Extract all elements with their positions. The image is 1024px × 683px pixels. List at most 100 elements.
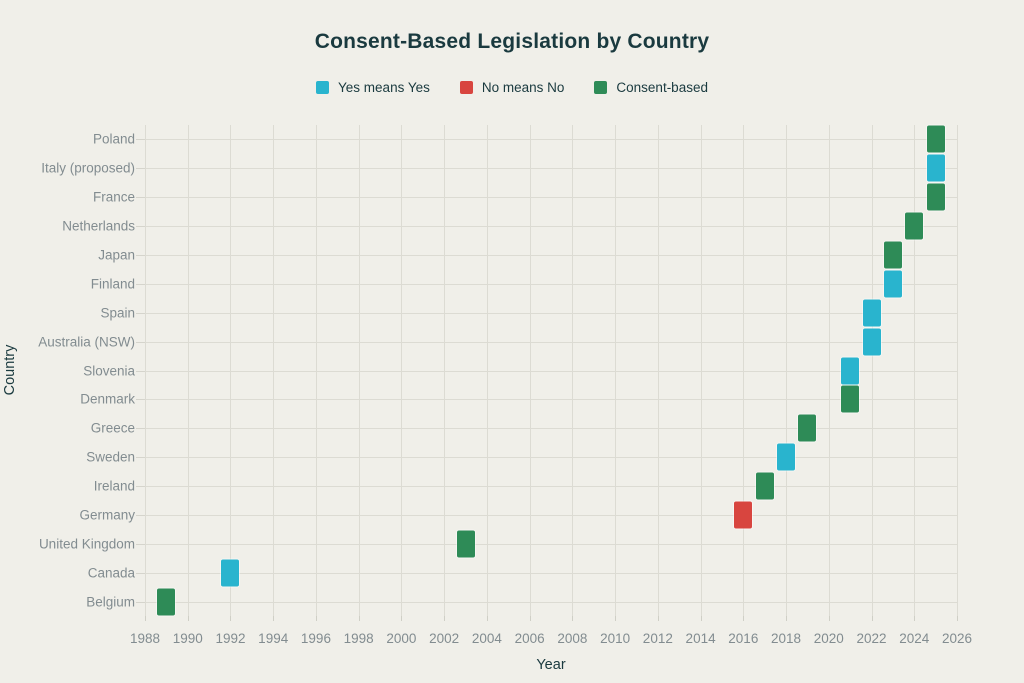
y-axis-tick (136, 399, 145, 401)
y-axis-tick (136, 486, 145, 488)
y-tick-label-ireland: Ireland (93, 478, 135, 494)
y-tick-label-canada: Canada (87, 565, 135, 581)
x-tick-label: 1994 (258, 631, 289, 646)
x-axis-tick (572, 616, 574, 621)
x-tick-label: 2000 (386, 631, 417, 646)
x-axis-tick (444, 616, 446, 621)
data-point-germany (734, 501, 753, 529)
data-point-slovenia (841, 357, 860, 384)
gridline-vertical (957, 125, 958, 616)
x-axis-tick (401, 616, 403, 621)
x-tick-label: 2016 (728, 631, 759, 646)
y-tick-label-japan: Japan (98, 247, 135, 263)
x-axis-tick (145, 616, 146, 621)
data-point-belgium (157, 588, 176, 616)
y-axis-tick (136, 370, 145, 372)
gridline-horizontal (145, 486, 957, 488)
gridline-horizontal (145, 254, 957, 256)
x-axis-tick (187, 616, 189, 621)
legend-label: Consent-based (616, 80, 708, 95)
y-axis-tick (136, 572, 145, 574)
gridline-horizontal (145, 399, 957, 401)
x-axis-tick (615, 616, 617, 621)
x-tick-label: 2006 (514, 631, 545, 646)
data-point-denmark (841, 385, 860, 413)
y-tick-label-australia-nsw-: Australia (NSW) (38, 334, 135, 350)
x-axis-tick (914, 616, 916, 621)
x-axis-tick (828, 616, 830, 621)
y-axis-tick (136, 428, 145, 430)
gridline-horizontal (145, 168, 957, 170)
data-point-france (926, 183, 945, 211)
gridline-horizontal (145, 139, 957, 141)
x-tick-label: 2010 (600, 631, 631, 646)
y-tick-label-germany: Germany (79, 507, 135, 523)
y-tick-label-netherlands: Netherlands (62, 218, 135, 234)
gridline-horizontal (145, 514, 957, 516)
y-axis-tick (136, 283, 145, 285)
data-point-sweden (777, 443, 796, 471)
gridline-horizontal (145, 341, 957, 343)
x-tick-label: 2026 (941, 631, 973, 646)
y-axis-tick (136, 514, 145, 516)
y-axis-tick (136, 139, 145, 141)
gridline-horizontal (145, 226, 957, 228)
x-tick-label: 1988 (129, 631, 161, 646)
y-tick-label-finland: Finland (90, 276, 135, 292)
x-tick-label: 2014 (685, 631, 716, 646)
y-tick-label-italy-proposed-: Italy (proposed) (41, 160, 135, 176)
data-point-netherlands (905, 212, 924, 240)
gridline-horizontal (145, 601, 957, 603)
data-point-japan (883, 241, 902, 269)
y-axis-tick (136, 197, 145, 199)
gridline-horizontal (145, 428, 957, 430)
y-tick-label-poland: Poland (92, 131, 135, 147)
legend-swatch-icon (459, 81, 473, 94)
x-axis-tick (358, 616, 360, 621)
x-axis-tick (700, 616, 702, 621)
y-tick-label-united-kingdom: United Kingdom (38, 536, 135, 552)
data-point-australia-nsw- (862, 328, 881, 356)
x-axis-tick (871, 616, 873, 621)
x-tick-label: 1990 (172, 631, 203, 646)
x-tick-label: 2018 (771, 631, 802, 646)
x-tick-label: 1996 (300, 631, 331, 646)
x-axis-tick (230, 616, 232, 621)
gridline-horizontal (145, 457, 957, 459)
x-axis-title: Year (536, 657, 566, 673)
x-axis-tick (657, 616, 659, 621)
y-tick-label-belgium: Belgium (86, 594, 135, 610)
y-axis-tick (136, 457, 145, 459)
y-axis-tick (136, 341, 145, 343)
gridline-horizontal (145, 312, 957, 314)
y-tick-label-slovenia: Slovenia (83, 363, 135, 378)
y-axis-tick (136, 168, 145, 170)
y-tick-label-greece: Greece (90, 420, 135, 436)
gridline-horizontal (145, 572, 957, 574)
gridline-horizontal (145, 283, 957, 285)
x-tick-label: 1992 (215, 631, 246, 646)
x-axis-tick (529, 616, 531, 621)
y-axis-tick (136, 601, 145, 603)
x-tick-label: 2004 (471, 631, 502, 646)
legend-item-consent: Consent-based (594, 80, 708, 95)
x-tick-label: 2020 (813, 631, 844, 646)
x-axis-tick (957, 616, 958, 621)
chart-title: Consent-Based Legislation by Country (314, 30, 710, 53)
gridline-horizontal (145, 543, 957, 545)
data-point-italy-proposed- (926, 154, 945, 182)
data-point-united-kingdom (456, 530, 475, 558)
y-tick-label-sweden: Sweden (86, 449, 135, 465)
data-point-poland (926, 125, 945, 153)
x-axis-tick (486, 616, 488, 621)
y-axis-tick (136, 226, 145, 228)
y-axis-title: Country (2, 344, 18, 396)
data-point-ireland (755, 472, 774, 500)
x-axis-tick (786, 616, 788, 621)
y-axis-tick (136, 543, 145, 545)
gridline-horizontal (145, 197, 957, 199)
data-point-finland (883, 270, 902, 298)
legend-item-yes: Yes means Yes (316, 80, 430, 95)
x-tick-label: 2012 (642, 631, 673, 646)
legend-swatch-icon (316, 81, 330, 94)
